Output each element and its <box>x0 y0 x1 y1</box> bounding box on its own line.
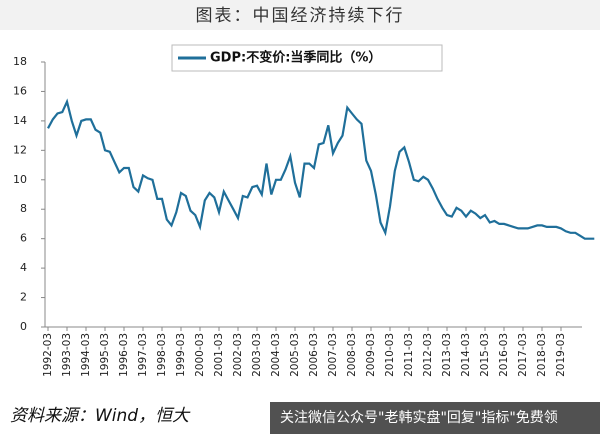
x-tick-label: 2004-03 <box>270 333 282 377</box>
x-tick-label: 2010-03 <box>384 333 396 377</box>
x-tick-label: 2006-03 <box>308 333 320 377</box>
x-tick-label: 2003-03 <box>251 333 263 377</box>
x-tick-label: 1994-03 <box>80 333 92 377</box>
x-tick-label: 2012-03 <box>422 333 434 377</box>
x-tick-label: 2018-03 <box>536 333 548 377</box>
y-tick-label: 12 <box>13 143 27 156</box>
x-tick-label: 2008-03 <box>346 333 358 377</box>
x-tick-label: 1998-03 <box>156 333 168 377</box>
x-tick-label: 1996-03 <box>118 333 130 377</box>
x-tick-label: 2016-03 <box>498 333 510 377</box>
chart-title: 图表：中国经济持续下行 <box>196 6 405 26</box>
y-tick-label: 14 <box>13 114 27 127</box>
x-tick-label: 1995-03 <box>99 333 111 377</box>
x-tick-label: 2017-03 <box>517 333 529 377</box>
source-note: 资料来源：Wind，恒大 <box>10 406 191 426</box>
legend-label: GDP:不变价:当季同比（%） <box>210 50 381 66</box>
x-tick-label: 1992-03 <box>42 333 54 377</box>
x-tick-label: 2014-03 <box>460 333 472 377</box>
title-band <box>0 0 600 30</box>
legend-box <box>171 44 443 72</box>
y-tick-label: 0 <box>20 320 27 333</box>
x-tick-label: 2007-03 <box>327 333 339 377</box>
y-tick-label: 10 <box>13 173 27 186</box>
x-tick-label: 1999-03 <box>175 333 187 377</box>
x-tick-label: 2011-03 <box>403 333 415 377</box>
x-tick-label: 2013-03 <box>441 333 453 377</box>
x-tick-label: 2002-03 <box>232 333 244 377</box>
y-tick-label: 16 <box>13 84 27 97</box>
x-tick-label: 2001-03 <box>213 333 225 377</box>
gdp-line <box>47 98 595 240</box>
x-tick-label: 2019-03 <box>555 333 567 377</box>
x-tick-label: 2015-03 <box>479 333 491 377</box>
x-tick-label: 2005-03 <box>289 333 301 377</box>
x-tick-label: 2000-03 <box>194 333 206 377</box>
y-tick-label: 8 <box>20 202 27 215</box>
watermark: 关注微信公众号"老韩实盘"回复"指标"免费领 <box>280 409 558 426</box>
x-tick-label: 1997-03 <box>137 333 149 377</box>
y-tick-label: 4 <box>20 261 27 274</box>
y-tick-label: 18 <box>13 55 27 68</box>
y-tick-label: 6 <box>20 232 27 245</box>
y-tick-label: 2 <box>20 291 27 304</box>
watermark-box <box>270 402 600 434</box>
x-tick-label: 1993-03 <box>61 333 73 377</box>
x-tick-label: 2009-03 <box>365 333 377 377</box>
